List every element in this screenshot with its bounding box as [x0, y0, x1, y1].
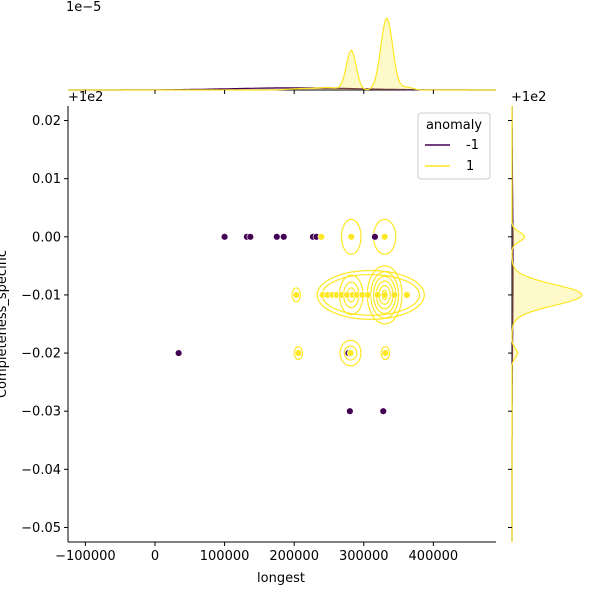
top-marginal-curve: [68, 17, 496, 91]
scatter-point-series--1: [174, 349, 183, 357]
legend-box: [417, 112, 491, 180]
y-tick-label: 0.02: [32, 114, 61, 129]
y-tick-label: −0.04: [21, 463, 61, 478]
y-tick-label: −0.02: [21, 347, 61, 362]
x-tick-label: 400000: [409, 549, 459, 564]
x-tick-label: 100000: [200, 549, 250, 564]
top-marginal-kde: [68, 17, 496, 94]
x-tick-label: 200000: [269, 549, 319, 564]
x-axis: −100000 0 100000 200000 300000 400000: [55, 542, 458, 564]
scatter-point-series--1: [346, 407, 354, 415]
scatter-point-series-1: [364, 291, 372, 299]
kde-contour: [291, 287, 302, 303]
y-tick-label: 0.00: [32, 230, 61, 245]
main-plot: −100000 0 100000 200000 300000 400000 −0.05−0…: [21, 106, 496, 564]
y-axis-label: Completeness_specific: [0, 250, 10, 398]
x-axis-label: longest: [257, 571, 305, 586]
y-tick-label: −0.05: [21, 521, 61, 536]
scatter-point-series-1: [380, 233, 389, 241]
scatter-point-series-1: [380, 291, 389, 299]
kde-contour: [380, 346, 391, 361]
y-tick-label: −0.03: [21, 405, 61, 420]
legend: anomaly -1 1: [417, 112, 491, 180]
scatter-point-series-1: [347, 233, 355, 241]
x-tick-label: 300000: [339, 549, 389, 564]
scatter-point-series--1: [246, 233, 255, 241]
kde-contour: [316, 269, 425, 320]
y-tick-label: 0.01: [32, 172, 61, 187]
x-tick-label: −100000: [55, 549, 116, 564]
top-scale-label: 1e−5: [66, 0, 101, 15]
scatter-point-series--1: [371, 233, 379, 241]
right-marginal-fill: [512, 106, 582, 542]
right-marginal-curve: [511, 106, 583, 542]
scatter-point-series-1: [317, 233, 326, 241]
kde-contour: [340, 218, 362, 255]
scatter-point-series--1: [220, 233, 229, 241]
y-tick-label: −0.01: [21, 288, 61, 303]
right-offset-label: +1e2: [511, 90, 546, 105]
kde-contour: [339, 339, 362, 367]
top-marginal-fill: [68, 18, 496, 91]
scatter-point-series--1: [273, 233, 281, 241]
scatter-point-series-1: [381, 349, 390, 357]
y-axis: −0.05 −0.04 −0.03 −0.02 −0.01 0.00 0.01 0.02: [21, 114, 68, 536]
scatter-points: [174, 233, 411, 415]
legend-label-1: 1: [466, 159, 474, 174]
legend-title: anomaly: [426, 118, 482, 133]
scatter-point-series-1: [346, 349, 355, 357]
scatter-point-series-1: [403, 291, 411, 299]
scatter-point-series-1: [292, 291, 300, 299]
y-offset-label: +1e2: [68, 90, 103, 105]
scatter-point-series--1: [280, 233, 288, 241]
scatter-point-series-1: [294, 349, 303, 357]
kde-contour: [343, 345, 358, 361]
right-marginal-kde: [508, 106, 583, 542]
x-tick-label: 0: [151, 549, 159, 564]
kde-contour: [293, 346, 304, 361]
scatter-point-series-1: [373, 291, 382, 299]
scatter-point-series--1: [379, 407, 387, 415]
scatter-point-series-1: [390, 291, 399, 299]
legend-label-neg1: -1: [466, 138, 479, 153]
